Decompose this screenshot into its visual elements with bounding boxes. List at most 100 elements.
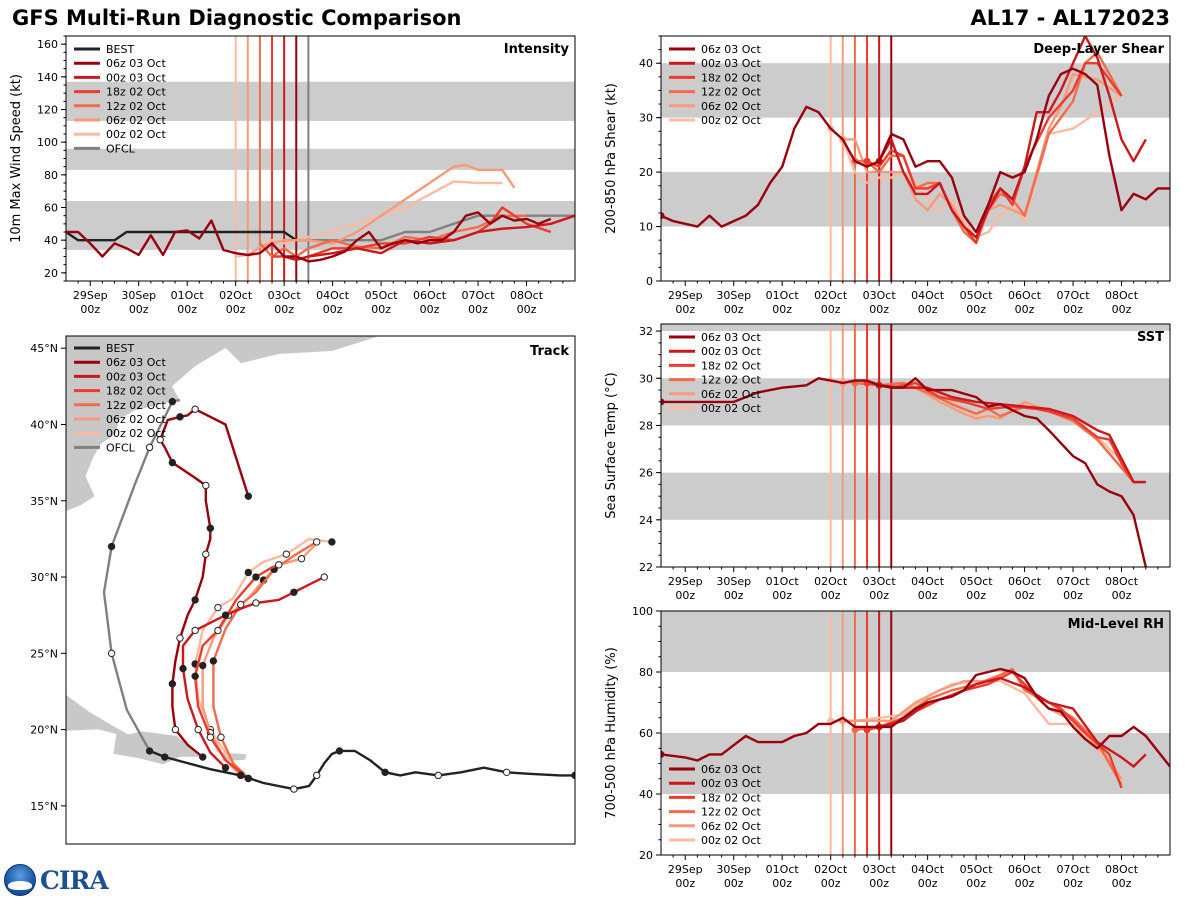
x-tick-label-hour: 00z <box>323 303 343 316</box>
x-tick-label-date: 02Oct <box>219 289 253 302</box>
y-axis-label: 200-850 hPa Shear (kt) <box>604 83 619 234</box>
y-tick-label: 20 <box>639 849 653 862</box>
track-point-ofcl <box>107 649 116 658</box>
track-point-00z-02-oct <box>214 603 222 612</box>
y-tick-label: 28 <box>639 419 653 432</box>
storm-id-title: AL17 - AL172023 <box>970 6 1171 30</box>
x-tick-label-date: 05Oct <box>960 575 994 588</box>
x-tick-label-hour: 00z <box>1112 877 1132 890</box>
track-point-06z-03-oct <box>244 492 253 500</box>
y-tick-label: 26 <box>639 467 653 480</box>
x-tick-label-date: 30Sep <box>716 863 751 876</box>
track-point-00z-03-oct <box>191 626 199 635</box>
y-tick-label: 140 <box>37 71 58 84</box>
track-line-18z-02-oct <box>193 563 280 780</box>
y-tick-label: 60 <box>44 202 58 215</box>
legend-label-06z-02-oct: 06z 02 Oct <box>701 100 761 113</box>
x-tick-label-hour: 00z <box>1015 589 1035 602</box>
series-line-00z-03-oct <box>878 36 1147 239</box>
y-tick-label: 20 <box>639 166 653 179</box>
track-point-best <box>237 771 245 780</box>
x-tick-label-hour: 00z <box>821 877 841 890</box>
y-axis-label: Sea Surface Temp (°C) <box>604 372 619 519</box>
track-point-06z-03-oct <box>176 634 184 642</box>
legend-label-18z-02-oct: 18z 02 Oct <box>106 86 166 99</box>
x-tick-label-hour: 00z <box>724 877 744 890</box>
y-tick-label: 32 <box>639 325 653 338</box>
x-tick-label-hour: 00z <box>129 303 149 316</box>
track-line-ofcl <box>102 398 181 752</box>
track-point-06z-03-oct <box>191 405 199 413</box>
x-tick-label-date: 30Sep <box>716 575 751 588</box>
x-tick-label-hour: 00z <box>1015 303 1035 316</box>
x-tick-label-hour: 00z <box>918 589 938 602</box>
legend-label-06z-02-oct: 06z 02 Oct <box>701 388 761 401</box>
page-title: GFS Multi-Run Diagnostic Comparison <box>12 6 462 30</box>
x-tick-label-hour: 00z <box>226 303 246 316</box>
track-point-best <box>290 785 298 793</box>
logo: CIRA <box>4 864 109 896</box>
legend-label-18z-02-oct: 18z 02 Oct <box>701 359 761 372</box>
track-point-06z-03-oct <box>168 680 177 688</box>
rh-plot-area <box>661 611 1170 855</box>
track-point-best <box>313 771 321 780</box>
lat-tick-label: 15°N <box>30 800 58 813</box>
x-tick-label-hour: 00z <box>1112 589 1132 602</box>
x-tick-label-date: 03Oct <box>863 289 897 302</box>
legend-label-06z-03-oct: 06z 03 Oct <box>701 331 761 344</box>
legend-label-best: BEST <box>106 43 134 56</box>
land-mass <box>66 694 202 766</box>
x-tick-label-date: 02Oct <box>814 575 848 588</box>
x-tick-label-hour: 00z <box>468 303 488 316</box>
x-tick-label-hour: 00z <box>1063 877 1083 890</box>
lat-tick-label: 45°N <box>30 342 58 355</box>
x-tick-label-date: 04Oct <box>911 863 945 876</box>
rh-panel: 2040608010029Sep00z30Sep00z01Oct00z02Oct… <box>604 605 1171 890</box>
track-point-06z-03-oct <box>191 596 199 604</box>
legend-label-18z-02-oct: 18z 02 Oct <box>701 71 761 84</box>
legend-label-06z-03-oct: 06z 03 Oct <box>701 43 761 56</box>
legend-label-00z-02-oct: 00z 02 Oct <box>701 114 761 127</box>
series-line-06z-03-oct <box>661 67 1170 234</box>
x-tick-label-hour: 00z <box>966 877 986 890</box>
series-line-best <box>66 230 309 242</box>
legend-label-12z-02-oct: 12z 02 Oct <box>701 86 761 99</box>
y-tick-label: 0 <box>646 275 653 288</box>
panel-title: Mid-Level RH <box>1068 617 1164 632</box>
panel-title: Deep-Layer Shear <box>1033 42 1164 57</box>
track-point-18z-02-oct <box>191 672 199 680</box>
x-tick-label-date: 07Oct <box>462 289 496 302</box>
x-tick-label-hour: 00z <box>869 303 889 316</box>
x-tick-label-hour: 00z <box>517 303 537 316</box>
x-tick-label-date: 08Oct <box>510 289 544 302</box>
init-point-06z-03-oct <box>661 212 665 220</box>
x-tick-label-hour: 00z <box>869 589 889 602</box>
y-tick-label: 24 <box>639 514 653 527</box>
track-point-best <box>434 771 442 780</box>
x-tick-label-date: 08Oct <box>1105 289 1139 302</box>
track-point-00z-03-oct <box>194 725 202 734</box>
sst-panel: 22242628303229Sep00z30Sep00z01Oct00z02Oc… <box>604 323 1171 602</box>
shade-band <box>661 733 1170 794</box>
track-line-00z-03-oct <box>181 575 325 769</box>
y-tick-label: 10 <box>639 221 653 234</box>
legend-label-12z-02-oct: 12z 02 Oct <box>106 100 166 113</box>
series-line-06z-03-oct <box>661 667 1170 768</box>
x-tick-label-date: 08Oct <box>1105 863 1139 876</box>
x-tick-label-date: 06Oct <box>1008 289 1042 302</box>
lat-tick-label: 35°N <box>30 495 58 508</box>
x-tick-label-hour: 00z <box>177 303 197 316</box>
lat-tick-label: 40°N <box>30 418 58 431</box>
y-tick-label: 80 <box>639 666 653 679</box>
x-tick-label-date: 29Sep <box>668 575 703 588</box>
track-point-00z-02-oct <box>244 568 253 577</box>
x-tick-label-hour: 00z <box>274 303 294 316</box>
legend-label-00z-02-oct: 00z 02 Oct <box>701 834 761 847</box>
x-tick-label-date: 04Oct <box>316 289 350 302</box>
x-tick-label-hour: 00z <box>675 589 695 602</box>
series-line-12z-02-oct <box>259 214 527 258</box>
x-tick-label-hour: 00z <box>1063 589 1083 602</box>
x-tick-label-hour: 00z <box>772 589 792 602</box>
legend-label-12z-02-oct: 12z 02 Oct <box>701 374 761 387</box>
track-point-00z-03-oct <box>290 588 298 596</box>
